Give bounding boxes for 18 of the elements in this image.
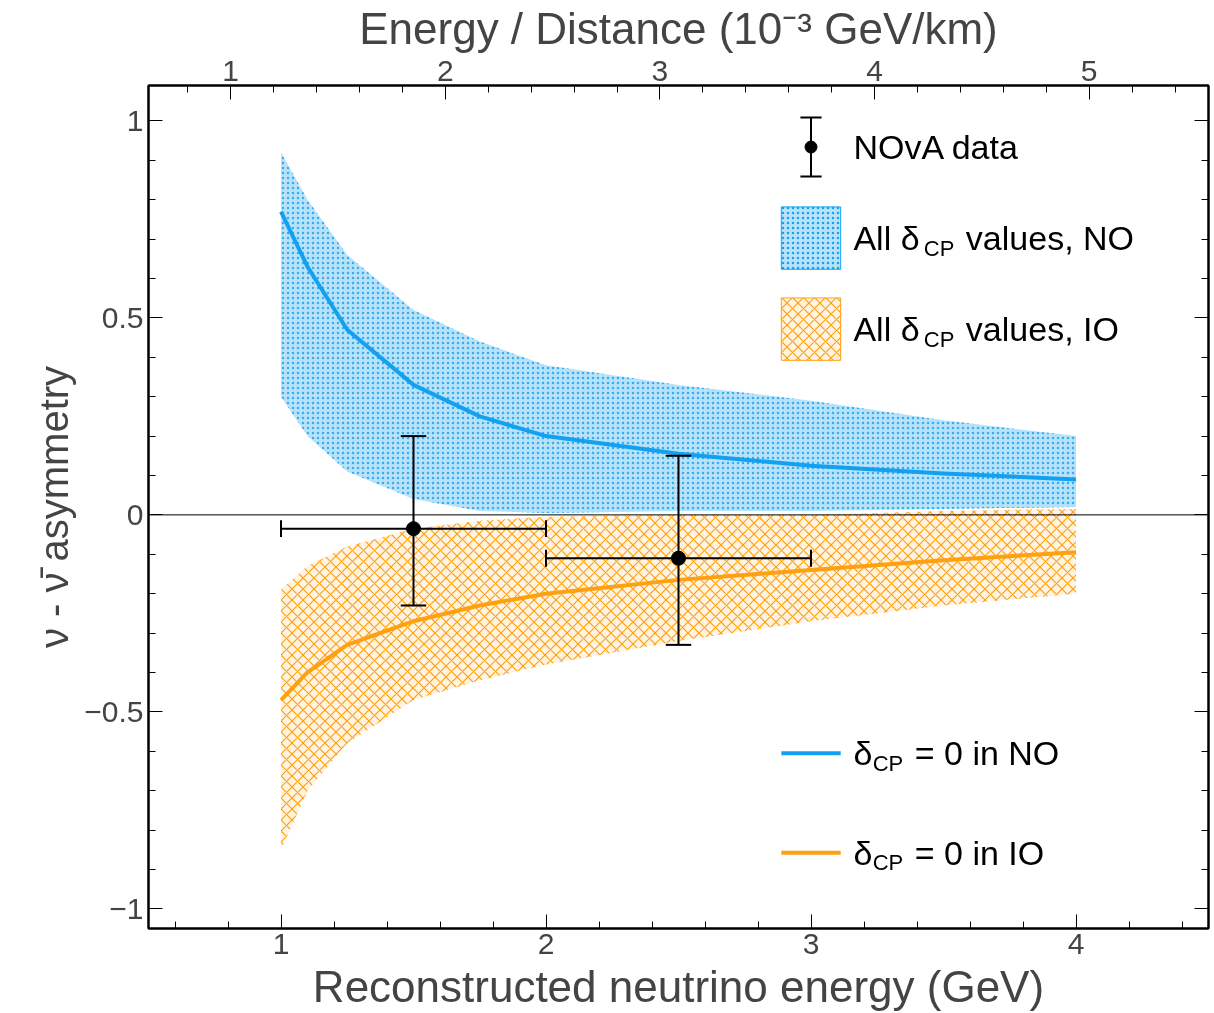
x-tick-label: 4 [1067,926,1085,960]
y-tick-label: 0.5 [101,300,144,334]
x2-axis-title: Energy / Distance (10⁻³ GeV/km) [359,3,998,53]
y-tick-label: −1 [109,891,144,925]
y-axis-title: ν - ν̄ asymmetry [32,365,77,649]
x2-tick-label: 3 [651,53,669,87]
y-tick-label: 1 [126,103,144,137]
y-tick-label: 0 [126,497,144,531]
x2-tick-label: 5 [1080,53,1098,87]
x-axis-title: Reconstructed neutrino energy (GeV) [312,961,1045,1011]
x2-tick-label: 1 [222,53,240,87]
x-tick-label: 1 [272,926,290,960]
legend-label: NOvA data [853,128,1018,167]
x2-tick-label: 4 [866,53,883,87]
x-tick-label: 3 [802,926,820,960]
x-tick-label: 2 [537,926,555,960]
y-tick-label: −0.5 [84,694,144,728]
x2-tick-label: 2 [436,53,454,87]
